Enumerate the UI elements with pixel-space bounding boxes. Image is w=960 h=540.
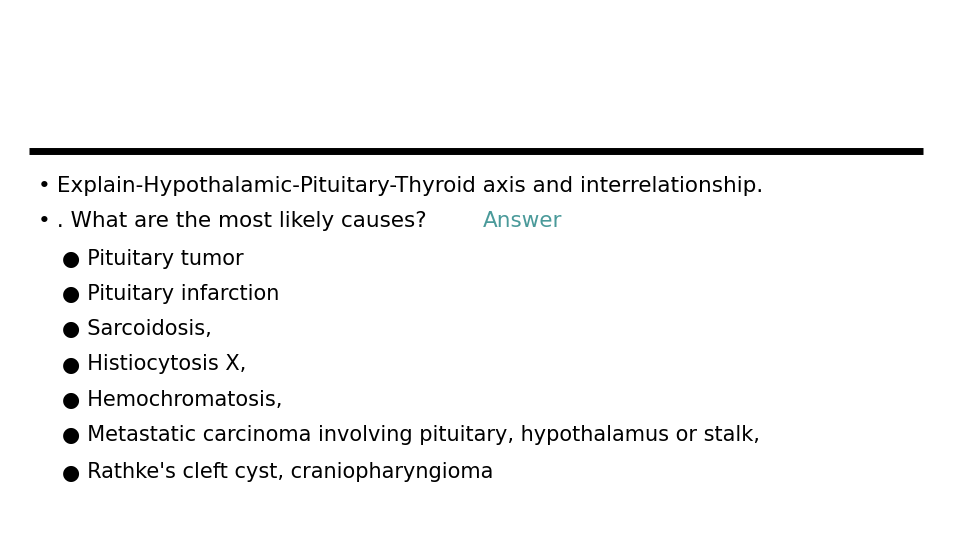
Text: ●: ● <box>61 462 80 483</box>
Text: Answer: Answer <box>483 211 563 232</box>
Text: Hemochromatosis,: Hemochromatosis, <box>74 389 282 410</box>
Text: Explain-Hypothalamic-Pituitary-Thyroid axis and interrelationship.: Explain-Hypothalamic-Pituitary-Thyroid a… <box>51 176 763 197</box>
Text: ●: ● <box>61 389 80 410</box>
Text: Pituitary infarction: Pituitary infarction <box>74 284 279 305</box>
Text: ●: ● <box>61 249 80 269</box>
Text: •: • <box>38 176 51 197</box>
Text: Rathke's cleft cyst, craniopharyngioma: Rathke's cleft cyst, craniopharyngioma <box>74 462 493 483</box>
Text: ●: ● <box>61 319 80 340</box>
Text: ●: ● <box>61 284 80 305</box>
Text: Sarcoidosis,: Sarcoidosis, <box>74 319 212 340</box>
Text: Histiocytosis X,: Histiocytosis X, <box>74 354 247 375</box>
Text: •: • <box>38 211 51 232</box>
Text: Pituitary tumor: Pituitary tumor <box>74 249 244 269</box>
Text: ●: ● <box>61 354 80 375</box>
Text: . What are the most likely causes?: . What are the most likely causes? <box>51 211 441 232</box>
Text: ●: ● <box>61 424 80 445</box>
Text: Metastatic carcinoma involving pituitary, hypothalamus or stalk,: Metastatic carcinoma involving pituitary… <box>74 424 760 445</box>
